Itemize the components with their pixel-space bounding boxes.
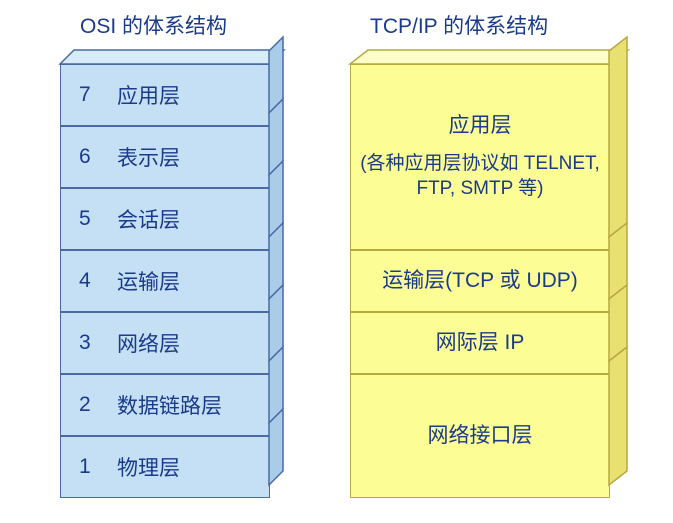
osi-layer: 4运输层 xyxy=(60,250,270,312)
osi-layer-number: 6 xyxy=(79,145,117,169)
osi-stack: 7应用层 6表示层 5会话层 4运输层 3网络层 2数据链路层 1物理层 xyxy=(60,50,270,498)
tcpip-layer-label: 运输层(TCP 或 UDP) xyxy=(359,267,601,295)
osi-title: OSI 的体系结构 xyxy=(80,10,227,40)
tcpip-title: TCP/IP 的体系结构 xyxy=(370,10,548,40)
stack-top-cap xyxy=(350,50,610,64)
osi-layer-label: 表示层 xyxy=(117,142,180,172)
tcpip-layer-sublabel: (各种应用层协议如 TELNET, FTP, SMTP 等) xyxy=(359,151,601,202)
layer-side-face xyxy=(269,423,283,485)
osi-layer-label: 应用层 xyxy=(117,80,180,110)
osi-layer-number: 5 xyxy=(79,207,117,231)
osi-layer-label: 物理层 xyxy=(117,452,180,482)
osi-layer: 2数据链路层 xyxy=(60,374,270,436)
osi-layer: 5会话层 xyxy=(60,188,270,250)
layer-side-face xyxy=(609,51,627,237)
tcpip-layer: 运输层(TCP 或 UDP) xyxy=(350,250,610,312)
tcpip-layer: 网络接口层 xyxy=(350,374,610,498)
stack-top-cap xyxy=(60,50,270,64)
tcpip-stack: 应用层 (各种应用层协议如 TELNET, FTP, SMTP 等) 运输层(TC… xyxy=(350,50,610,498)
osi-layer-number: 7 xyxy=(79,83,117,107)
osi-layer-number: 3 xyxy=(79,331,117,355)
osi-layer: 7应用层 xyxy=(60,64,270,126)
tcpip-layer: 应用层 (各种应用层协议如 TELNET, FTP, SMTP 等) xyxy=(350,64,610,250)
osi-layer-number: 4 xyxy=(79,269,117,293)
tcpip-layer-label: 网际层 IP xyxy=(359,329,601,357)
osi-layer: 1物理层 xyxy=(60,436,270,498)
tcpip-layer: 网际层 IP xyxy=(350,312,610,374)
osi-layer-number: 2 xyxy=(79,393,117,417)
osi-layer-label: 数据链路层 xyxy=(117,390,222,420)
osi-layer: 3网络层 xyxy=(60,312,270,374)
tcpip-layer-label: 应用层 xyxy=(359,112,601,140)
osi-layer: 6表示层 xyxy=(60,126,270,188)
osi-layer-label: 网络层 xyxy=(117,328,180,358)
tcpip-layer-label: 网络接口层 xyxy=(359,422,601,450)
layer-side-face xyxy=(609,361,627,485)
osi-layer-label: 运输层 xyxy=(117,266,180,296)
osi-layer-label: 会话层 xyxy=(117,204,180,234)
osi-layer-number: 1 xyxy=(79,455,117,479)
